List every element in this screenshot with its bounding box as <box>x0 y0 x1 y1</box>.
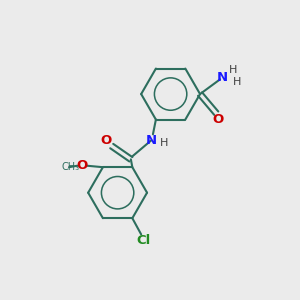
Text: H: H <box>160 138 168 148</box>
Text: H: H <box>229 64 238 75</box>
Text: CH₃: CH₃ <box>62 162 80 172</box>
Text: N: N <box>146 134 157 147</box>
Text: H: H <box>233 77 242 87</box>
Text: O: O <box>101 134 112 147</box>
Text: Cl: Cl <box>136 234 151 248</box>
Text: O: O <box>76 159 87 172</box>
Text: N: N <box>217 71 228 84</box>
Text: O: O <box>212 113 223 126</box>
